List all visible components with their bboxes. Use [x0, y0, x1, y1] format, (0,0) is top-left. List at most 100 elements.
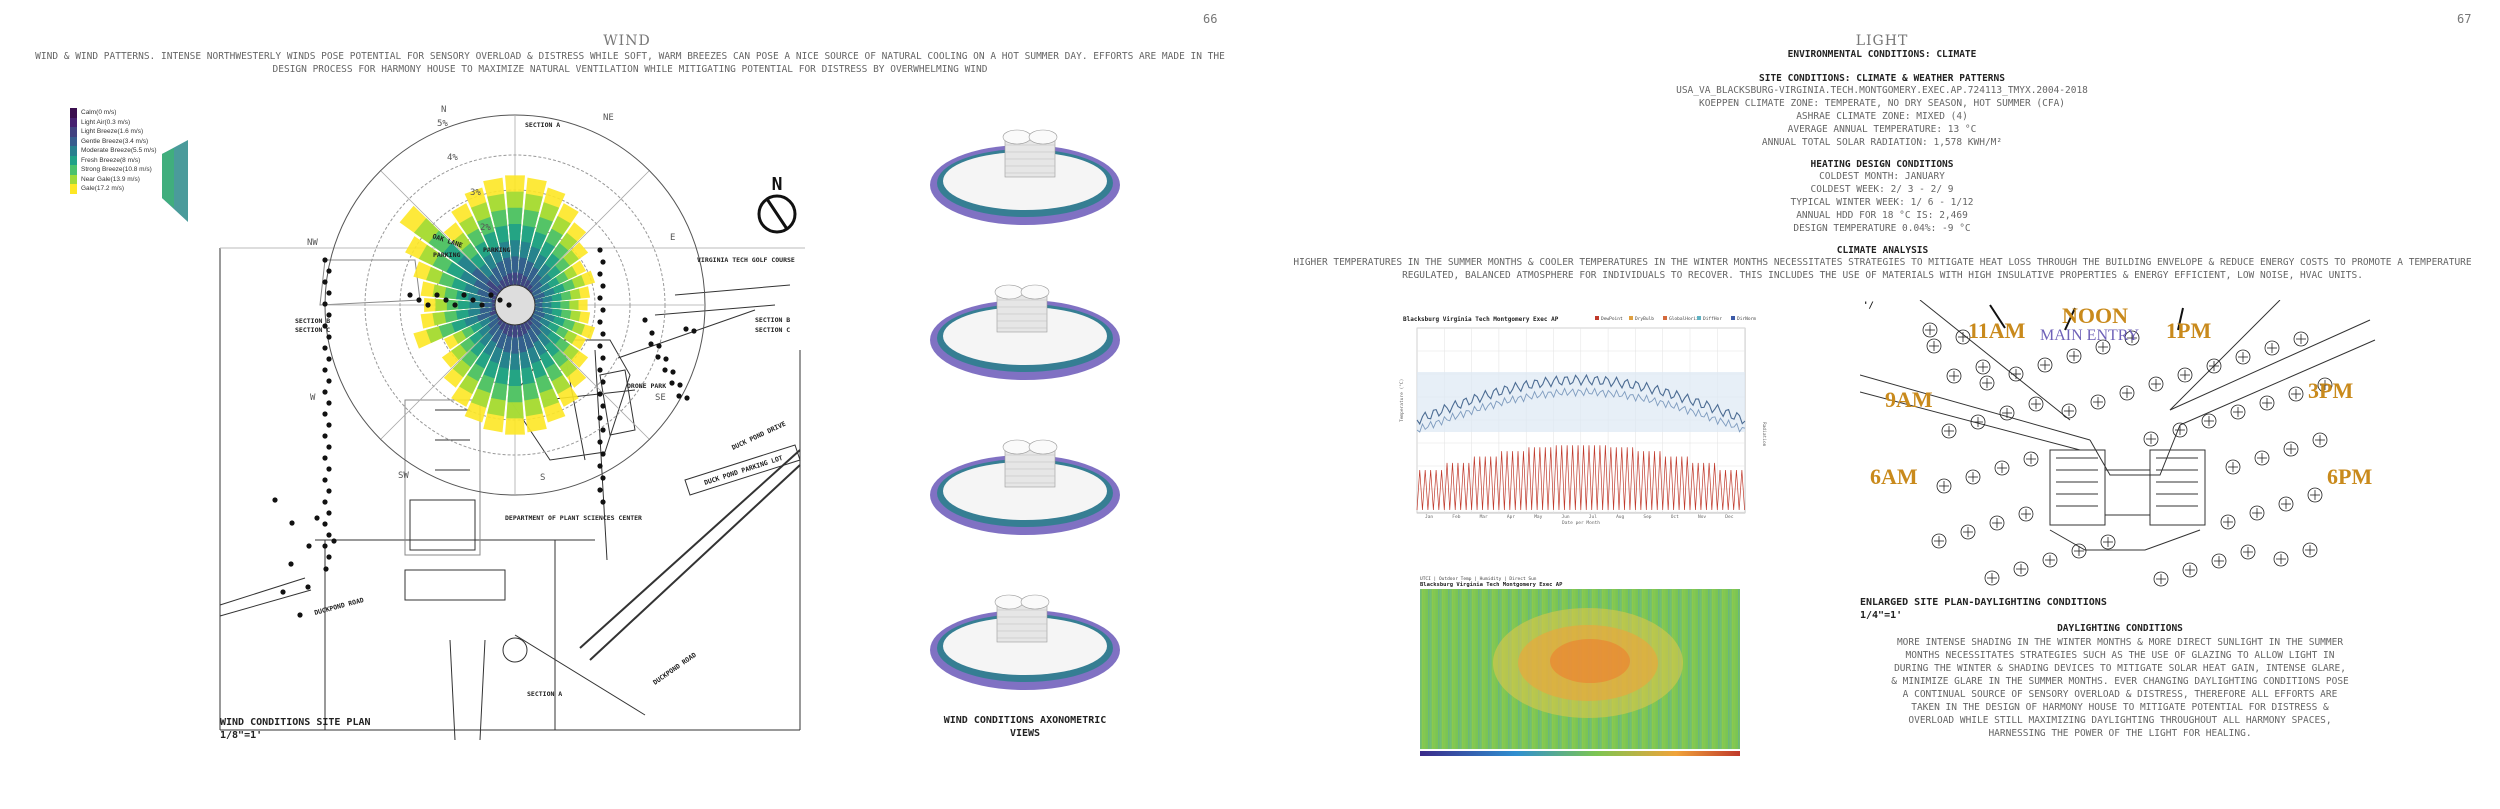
axon-view: [930, 129, 1120, 225]
tree-symbol: [2028, 396, 2044, 412]
tree-symbol: [2018, 506, 2034, 522]
heatmap-stripe: [1436, 589, 1438, 749]
heatmap-stripe: [1490, 589, 1492, 749]
daylight-site-plan: '/: [1860, 300, 2376, 587]
tree-symbol: [2211, 553, 2227, 569]
tree-dot: [600, 475, 606, 481]
wind-site-plan: N NE E SE S SW W NW 5% 4% 3% 2% OAK LANE…: [219, 105, 805, 740]
heatmap-stripe: [1684, 589, 1686, 749]
label-section-c-right: SECTION C: [755, 326, 790, 334]
tree-dot: [326, 378, 332, 384]
tree-symbol: [1931, 533, 1947, 549]
tree-symbol: [2037, 357, 2053, 373]
tree-symbol: [1922, 322, 1938, 338]
wind-legend: Calm(0 m/s) Light Air(0.3 m/s) Light Breez…: [70, 108, 185, 194]
legend-swatch: [70, 155, 77, 165]
axon-view: [930, 284, 1120, 380]
tree-symbol: [2302, 542, 2318, 558]
tree-dot: [684, 395, 690, 401]
tree-symbol: [1999, 405, 2015, 421]
tree-dot: [470, 297, 476, 303]
tree-symbol: [2225, 459, 2241, 475]
site-line-1: USA_VA_BLACKSBURG-VIRGINIA.TECH.MONTGOME…: [1676, 85, 2088, 96]
heatmap-stripe: [1472, 589, 1474, 749]
heatmap-stripe: [1730, 589, 1732, 749]
tree-symbol: [1946, 368, 1962, 384]
tree-dot: [597, 295, 603, 301]
tree-dot: [600, 283, 606, 289]
sun-9am: 9AM: [1885, 387, 1933, 412]
legend-label: Light Air(0.3 m/s): [81, 118, 131, 126]
axon-view: [930, 439, 1120, 535]
heatmap-stripe: [1686, 589, 1688, 749]
label-parking-b: PARKING: [483, 246, 510, 254]
chart-month-label: Nov: [1698, 514, 1706, 520]
tree-dot: [600, 451, 606, 457]
chart-month-label: Jul: [1589, 514, 1597, 520]
tree-dot: [597, 367, 603, 373]
chart-month-label: May: [1534, 514, 1542, 520]
tree-dot: [322, 367, 328, 373]
temp-chart-xlabel: Date per Month: [1562, 520, 1600, 526]
tree-symbol: [2254, 450, 2270, 466]
tree-symbol: [1975, 359, 1991, 375]
chart-legend-swatch: [1731, 316, 1735, 320]
tree-dot: [326, 334, 332, 340]
tree-dot: [600, 403, 606, 409]
heatmap-stripe: [1476, 589, 1478, 749]
tree-dot: [326, 400, 332, 406]
tree-symbol: [2124, 330, 2140, 346]
heatmap-stripe: [1726, 589, 1728, 749]
heatmap-stripe: [1452, 589, 1454, 749]
legend-item: Light Breeze(1.6 m/s): [70, 127, 185, 137]
legend-label: Light Breeze(1.6 m/s): [81, 128, 144, 136]
label-road-left: DUCKPOND ROAD: [313, 596, 364, 617]
sun-11am: 11AM: [1968, 318, 2026, 343]
tree-dot: [322, 477, 328, 483]
heatmap-stripe: [1718, 589, 1720, 749]
heatmap-stripe: [1704, 589, 1706, 749]
axon-views: [925, 115, 1135, 715]
chart-month-label: Mar: [1480, 514, 1488, 520]
heatmap-stripe: [1728, 589, 1730, 749]
tree-dot: [597, 343, 603, 349]
heatmap-stripe: [1450, 589, 1452, 749]
heating-block: HEATING DESIGN CONDITIONS COLDEST MONTH:…: [1282, 159, 2482, 235]
tree-symbol: [2143, 431, 2159, 447]
tree-dot: [600, 427, 606, 433]
heatmap-stripe: [1424, 589, 1426, 749]
heatmap-stripe: [1442, 589, 1444, 749]
tree-dot: [323, 566, 329, 572]
label-section-c-left: SECTION C: [295, 326, 330, 334]
tree-dot: [322, 521, 328, 527]
compass-e: E: [670, 233, 675, 243]
heatmap-stripe: [1714, 589, 1716, 749]
tree-dot: [597, 487, 603, 493]
tree-symbol: [2283, 441, 2299, 457]
heatmap-stripe: [1480, 589, 1482, 749]
heatmap-stripe: [1464, 589, 1466, 749]
ring-5: 5%: [437, 119, 448, 129]
heatmap-stripe: [1486, 589, 1488, 749]
ring-4: 4%: [447, 153, 458, 163]
chart-legend-label: DirNorm: [1737, 316, 1756, 322]
tree-dot: [322, 345, 328, 351]
compass-nw: NW: [307, 238, 318, 248]
tree-symbol: [2182, 562, 2198, 578]
legend-swatch: [70, 108, 77, 118]
site-building: [494, 284, 536, 326]
legend-swatch: [70, 165, 77, 175]
heatmap-stripe: [1438, 589, 1440, 749]
tree-symbol: [2220, 514, 2236, 530]
legend-item: Calm(0 m/s): [70, 108, 185, 118]
tree-symbol: [2293, 331, 2309, 347]
tree-symbol: [2090, 394, 2106, 410]
chart-legend-label: DryBulb: [1635, 316, 1654, 322]
tree-symbol: [2148, 376, 2164, 392]
label-section-a-bottom: SECTION A: [527, 690, 562, 698]
heatmap-stripe: [1716, 589, 1718, 749]
heatmap-header: UTCI | Outdoor Temp | Humidity | Direct …: [1420, 576, 1537, 582]
tree-dot: [597, 391, 603, 397]
wind-intro: WIND & WIND PATTERNS. INTENSE NORTHWESTE…: [35, 51, 1225, 75]
label-section-b-right: SECTION B: [755, 316, 790, 324]
